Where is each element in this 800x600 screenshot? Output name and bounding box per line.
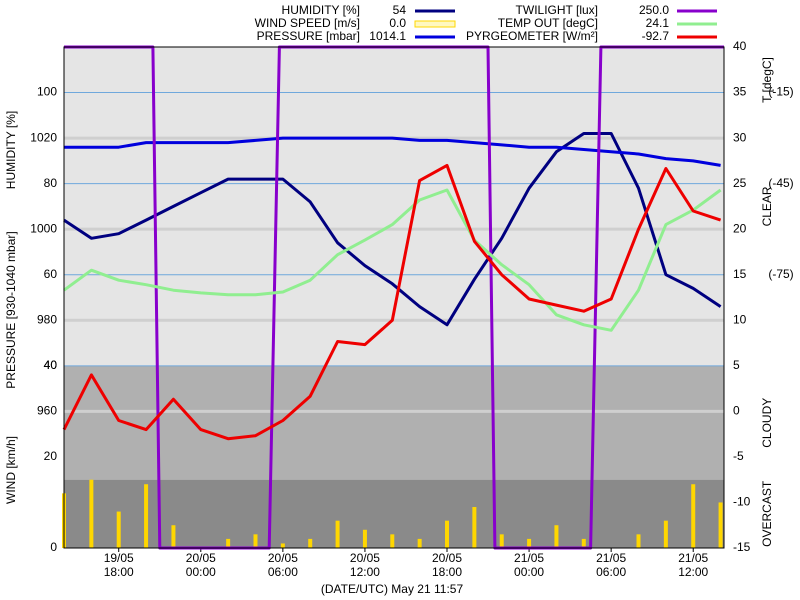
y-tick-label: (-15) — [768, 85, 793, 99]
legend-swatch — [414, 20, 456, 28]
legend-label: PRESSURE [mbar] — [257, 29, 360, 43]
wind-bar — [417, 538, 422, 548]
y-tick-label: 15 — [733, 267, 747, 281]
y-tick-label: -10 — [733, 495, 751, 509]
y-tick-label: 0 — [733, 404, 740, 418]
wind-bar — [280, 543, 285, 548]
background-layer — [64, 47, 724, 552]
x-tick-label: 19/05 — [104, 551, 134, 565]
y-tick-label: (-75) — [768, 267, 793, 281]
legend-label: HUMIDITY [%] — [282, 3, 360, 17]
legend-value: -92.7 — [642, 29, 670, 43]
wind-bar — [581, 538, 586, 548]
wind-bar — [89, 479, 94, 548]
x-axis-title: (DATE/UTC) May 21 11:57 — [321, 582, 464, 596]
y-tick-label: 20 — [44, 449, 58, 463]
wind-bar — [116, 511, 121, 548]
wind-bar — [499, 534, 504, 548]
series-line — [62, 163, 722, 441]
y-tick-label: (-45) — [768, 176, 793, 190]
legend-value: 24.1 — [646, 16, 670, 30]
series-line — [64, 136, 721, 167]
y-tick-label: 80 — [44, 176, 58, 190]
y-tick-label: 1020 — [30, 130, 57, 144]
axis-title: T [degC] — [760, 57, 774, 103]
y-tick-label: 30 — [733, 130, 747, 144]
x-tick-label: 18:00 — [432, 565, 462, 579]
y-tick-label: 35 — [733, 85, 747, 99]
x-tick-label: 20/05 — [432, 551, 462, 565]
zone-label: CLOUDY — [760, 398, 774, 448]
x-tick-label: 20/05 — [268, 551, 298, 565]
x-tick-label: 12:00 — [678, 565, 708, 579]
x-tick-label: 21/05 — [596, 551, 626, 565]
x-tick-label: 21/05 — [514, 551, 544, 565]
x-tick-label: 20/05 — [350, 551, 380, 565]
x-tick-label: 21/05 — [678, 551, 708, 565]
legend-value: 250.0 — [639, 3, 669, 17]
y-tick-label: 10 — [733, 312, 747, 326]
y-tick-label: 0 — [50, 540, 57, 554]
zone-label: CLEAR — [760, 186, 774, 226]
y-tick-label: -15 — [733, 540, 751, 554]
legend-value: 1014.1 — [369, 29, 406, 43]
y-tick-label: 25 — [733, 176, 747, 190]
wind-bar — [527, 538, 532, 548]
legend-label: TEMP OUT [degC] — [498, 16, 598, 30]
wind-bar — [226, 538, 231, 548]
wind-bar — [718, 502, 723, 548]
axis-title: WIND [km/h] — [4, 436, 18, 504]
x-tick-label: 00:00 — [186, 565, 216, 579]
series-line — [63, 188, 722, 332]
wind-bar — [335, 520, 340, 548]
y-tick-label: 40 — [44, 358, 58, 372]
wind-bar — [554, 525, 559, 548]
legend-value: 0.0 — [389, 16, 406, 30]
wind-bar — [144, 484, 149, 548]
y-tick-label: 1000 — [30, 221, 57, 235]
wind-bar — [171, 525, 176, 548]
y-tick-label: -5 — [733, 449, 744, 463]
zone-band — [64, 365, 724, 480]
legend-label: WIND SPEED [m/s] — [255, 16, 360, 30]
x-tick-label: 18:00 — [104, 565, 134, 579]
wind-bar — [390, 534, 395, 548]
y-tick-label: 980 — [37, 312, 57, 326]
wind-bar — [253, 534, 258, 548]
y-tick-label: 40 — [733, 39, 747, 53]
x-tick-label: 06:00 — [268, 565, 298, 579]
zone-label: OVERCAST — [760, 480, 774, 547]
y-tick-label: 60 — [44, 267, 58, 281]
x-tick-label: 06:00 — [596, 565, 626, 579]
axis-title: PRESSURE [930-1040 mbar] — [4, 231, 18, 388]
y-tick-label: 40 — [44, 358, 58, 372]
x-tick-label: 00:00 — [514, 565, 544, 579]
legend-value: 54 — [393, 3, 407, 17]
legend-label: PYRGEOMETER [W/m²] — [466, 29, 598, 43]
y-tick-label: 100 — [37, 85, 57, 99]
series-line — [63, 132, 722, 327]
y-tick-label: 5 — [733, 358, 740, 372]
wind-bar — [663, 520, 668, 548]
wind-bar — [445, 520, 450, 548]
wind-bar — [472, 507, 477, 548]
plot-frame — [63, 46, 725, 549]
axis-title: HUMIDITY [%] — [4, 111, 18, 189]
wind-bar — [308, 538, 313, 548]
wind-bar — [691, 484, 696, 548]
wind-bar — [636, 534, 641, 548]
x-tick-label: 20/05 — [186, 551, 216, 565]
legend-label: TWILIGHT [lux] — [516, 3, 598, 17]
x-tick-label: 12:00 — [350, 565, 380, 579]
y-tick-label: 960 — [37, 404, 57, 418]
wind-bar — [362, 529, 367, 548]
label-layer: CLEAR CLOUDY OVERCAST 40 35 30 25 20 15 10 5 0 -5 -10… — [4, 3, 794, 579]
y-tick-label: 20 — [733, 221, 747, 235]
